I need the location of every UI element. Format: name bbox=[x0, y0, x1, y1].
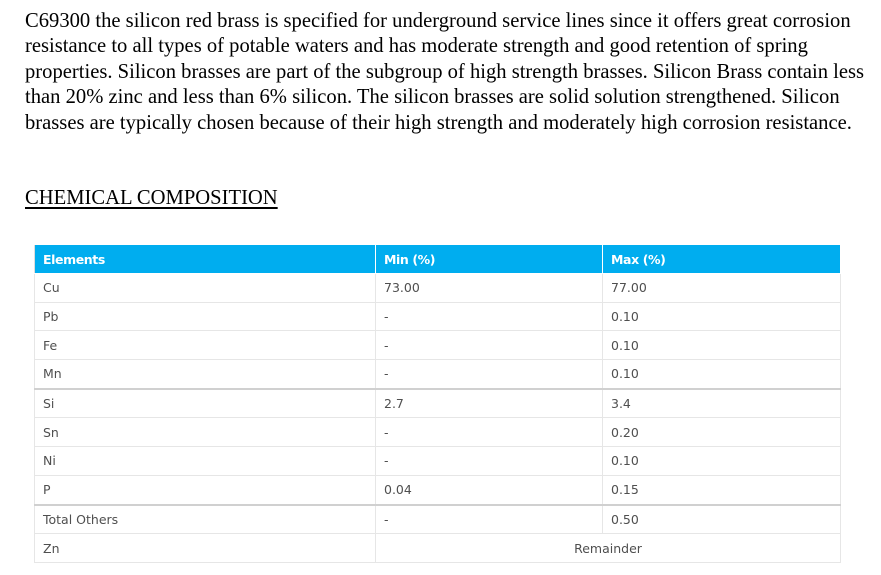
element-cell: Fe bbox=[34, 330, 376, 361]
table-header-row: Elements Min (%) Max (%) bbox=[34, 244, 841, 274]
table-row: Si 2.7 3.4 bbox=[34, 387, 841, 419]
min-cell: 73.00 bbox=[375, 273, 603, 303]
header-max: Max (%) bbox=[602, 244, 841, 274]
element-cell: Pb bbox=[34, 301, 376, 332]
max-cell: 0.20 bbox=[602, 417, 841, 448]
intro-paragraph: C69300 the silicon red brass is specifie… bbox=[25, 10, 865, 134]
table-row: Mn - 0.10 bbox=[34, 359, 841, 390]
min-cell: 0.04 bbox=[375, 474, 603, 506]
table-row: Ni - 0.10 bbox=[34, 446, 841, 476]
element-cell: Zn bbox=[34, 533, 376, 563]
min-cell: 2.7 bbox=[375, 387, 603, 419]
max-cell: 0.15 bbox=[602, 474, 841, 506]
element-cell: P bbox=[34, 474, 376, 506]
max-cell: 3.4 bbox=[602, 387, 841, 419]
element-cell: Mn bbox=[34, 359, 376, 390]
composition-table: Elements Min (%) Max (%) Cu 73.00 77.00 … bbox=[34, 244, 841, 563]
element-cell: Cu bbox=[34, 273, 376, 303]
max-cell: 0.50 bbox=[602, 503, 841, 535]
min-cell: - bbox=[375, 503, 603, 535]
table-row: P 0.04 0.15 bbox=[34, 474, 841, 506]
remainder-cell: Remainder bbox=[375, 533, 841, 563]
min-cell: - bbox=[375, 417, 603, 448]
max-cell: 0.10 bbox=[602, 301, 841, 332]
element-cell: Si bbox=[34, 387, 376, 419]
min-cell: - bbox=[375, 446, 603, 476]
element-cell: Ni bbox=[34, 446, 376, 476]
element-cell: Sn bbox=[34, 417, 376, 448]
table-row: Fe - 0.10 bbox=[34, 330, 841, 361]
max-cell: 0.10 bbox=[602, 330, 841, 361]
max-cell: 0.10 bbox=[602, 446, 841, 476]
min-cell: - bbox=[375, 330, 603, 361]
min-cell: - bbox=[375, 301, 603, 332]
header-elements: Elements bbox=[34, 244, 376, 274]
element-cell: Total Others bbox=[34, 503, 376, 535]
max-cell: 0.10 bbox=[602, 359, 841, 390]
max-cell: 77.00 bbox=[602, 273, 841, 303]
table-row: Cu 73.00 77.00 bbox=[34, 273, 841, 303]
table-row-zn: Zn Remainder bbox=[34, 533, 841, 563]
table-row: Sn - 0.20 bbox=[34, 417, 841, 448]
chemical-composition-heading: CHEMICAL COMPOSITION bbox=[25, 187, 278, 209]
table-row: Total Others - 0.50 bbox=[34, 503, 841, 535]
header-min: Min (%) bbox=[375, 244, 603, 274]
table-row: Pb - 0.10 bbox=[34, 301, 841, 332]
min-cell: - bbox=[375, 359, 603, 390]
